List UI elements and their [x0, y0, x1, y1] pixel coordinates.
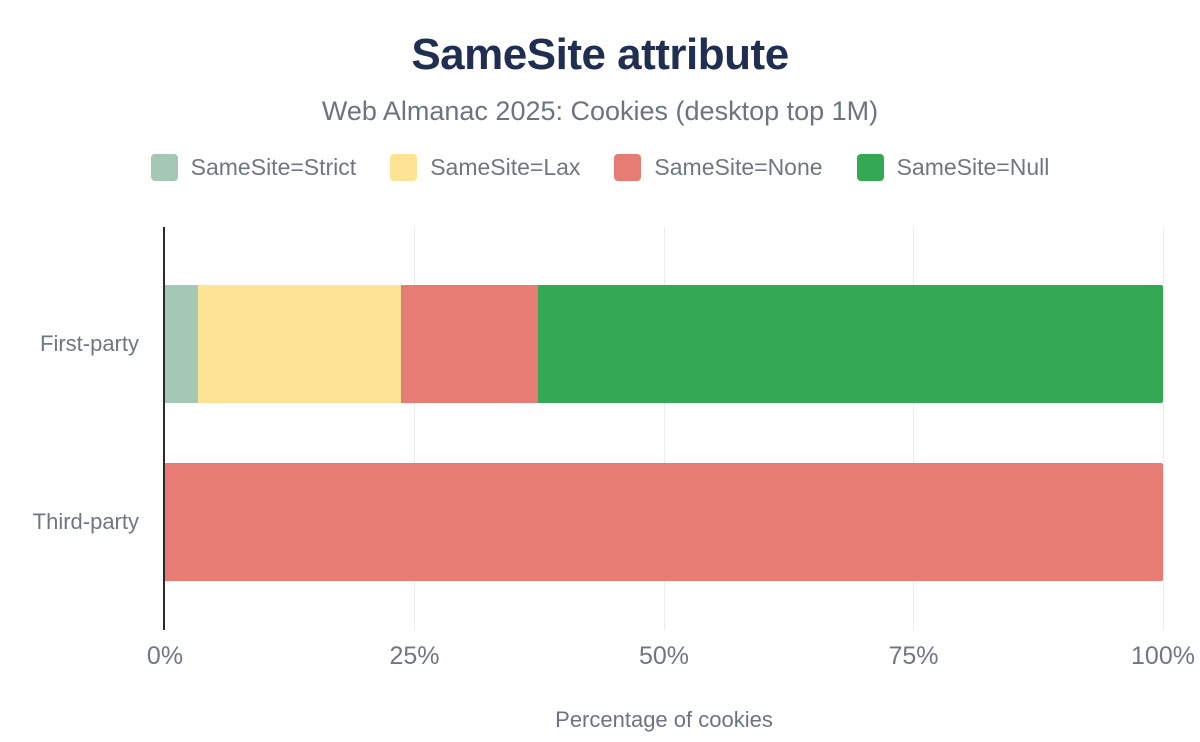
category-label-third-party: Third-party [32, 509, 139, 534]
y-axis-labels: First-party Third-party [0, 227, 152, 630]
legend-item-samesite-null[interactable]: SameSite=Null [856, 154, 1050, 181]
x-tick-100: 100% [1131, 642, 1195, 670]
legend-item-samesite-strict[interactable]: SameSite=Strict [150, 154, 357, 181]
legend-label: SameSite=Strict [190, 154, 357, 180]
x-tick-75: 75% [888, 642, 939, 670]
legend-item-samesite-lax[interactable]: SameSite=Lax [390, 154, 580, 181]
bar-first-party-samesite-none[interactable] [400, 285, 539, 403]
y-axis-line [163, 227, 165, 630]
chart-subtitle: Web Almanac 2025: Cookies (desktop top 1… [321, 96, 879, 126]
bar-third-party-samesite-none[interactable] [165, 463, 1163, 581]
legend-swatch-samesite-lax [390, 154, 418, 181]
gridline-75 [913, 227, 914, 630]
x-tick-0: 0% [146, 642, 184, 670]
gridline-25 [414, 227, 415, 630]
bar-first-party-samesite-lax[interactable] [197, 285, 401, 403]
gridline-100 [1162, 227, 1164, 630]
gridline-50 [663, 227, 665, 630]
x-axis-ticks: 0% 25% 50% 75% 100% [147, 642, 1195, 674]
legend-swatch-samesite-none [614, 154, 642, 181]
bar-first-party-samesite-strict[interactable] [165, 285, 198, 403]
legend-swatch-samesite-strict [150, 154, 178, 181]
legend-label: SameSite=Lax [430, 154, 581, 180]
legend-swatch-samesite-null [856, 154, 884, 181]
bar-row-third-party [165, 463, 1163, 581]
plot-area [163, 227, 1164, 630]
x-tick-25: 25% [389, 642, 440, 670]
legend-label: SameSite=Null [896, 154, 1050, 180]
bar-first-party-samesite-null[interactable] [538, 285, 1163, 403]
bar-row-first-party [165, 285, 1163, 403]
chart-title: SameSite attribute [411, 30, 789, 79]
legend-item-samesite-none[interactable]: SameSite=None [614, 154, 823, 181]
legend-label: SameSite=None [654, 154, 823, 180]
legend: SameSite=Strict SameSite=Lax SameSite=None… [0, 154, 1200, 181]
x-tick-50: 50% [638, 642, 690, 670]
x-axis-title: Percentage of cookies [555, 707, 773, 732]
category-label-first-party: First-party [40, 331, 139, 356]
